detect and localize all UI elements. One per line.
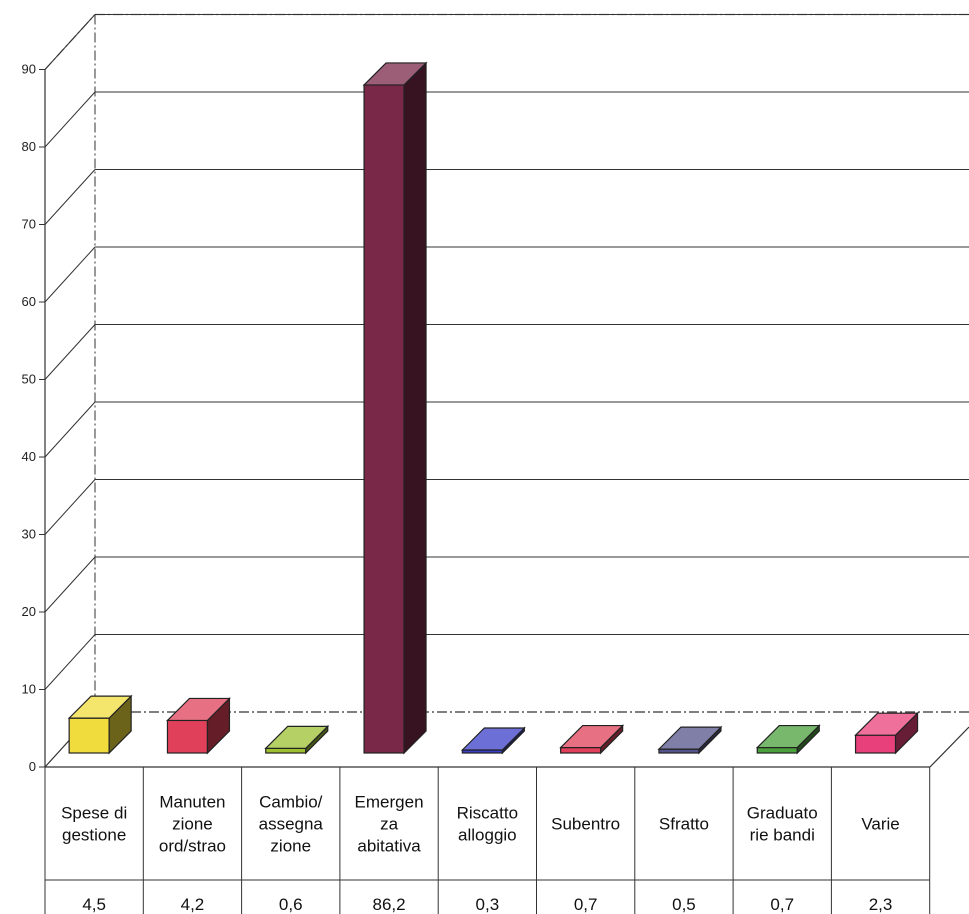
bar-top — [657, 726, 723, 750]
category-label: zione — [270, 837, 311, 856]
bar — [854, 711, 919, 755]
gridline-diagonal — [44, 401, 96, 458]
bar — [657, 725, 723, 755]
gridline-diagonal — [44, 634, 96, 690]
y-tick-label: 30 — [22, 527, 36, 542]
grid-lines — [44, 13, 969, 712]
y-tick-label: 0 — [29, 759, 36, 774]
y-tick-label: 60 — [22, 294, 36, 309]
floor-right-edge — [929, 726, 969, 768]
y-tick-label: 90 — [22, 62, 36, 77]
value-label: 0,7 — [770, 895, 794, 914]
value-label: 86,2 — [373, 895, 406, 914]
bar-top — [559, 724, 625, 749]
category-label: Sfratto — [659, 815, 709, 834]
bar-front — [265, 747, 307, 754]
bar-side — [403, 61, 427, 755]
value-label: 2,3 — [869, 895, 893, 914]
category-label: assegna — [259, 815, 324, 834]
bar-top — [755, 724, 821, 749]
data-table: Spese di gestione 4,5 Manuten zione ord/strao… — [44, 767, 931, 914]
category-label: rie bandi — [750, 826, 815, 845]
category-label: Cambio/ — [259, 793, 323, 812]
category-label: Manuten — [159, 793, 225, 812]
category-label: abitativa — [357, 837, 421, 856]
gridline-diagonal — [44, 324, 96, 380]
category-label: gestione — [62, 826, 126, 845]
value-label: 4,5 — [82, 895, 106, 914]
bar-front — [854, 734, 897, 754]
y-tick-label: 10 — [22, 682, 36, 697]
bar-top — [67, 695, 133, 719]
gridline-diagonal — [44, 246, 96, 303]
category-label: alloggio — [458, 826, 517, 845]
bar — [755, 724, 821, 755]
value-label: 0,6 — [279, 895, 303, 914]
bar-top — [854, 712, 919, 736]
y-tick-label: 50 — [22, 372, 36, 387]
category-label: Emergen — [355, 793, 424, 812]
value-label: 4,2 — [181, 895, 205, 914]
bar-front — [756, 746, 798, 754]
category-label: Riscatto — [457, 804, 518, 823]
bar-front — [166, 719, 209, 754]
y-axis: 0 10 20 30 40 50 60 70 80 90 — [22, 62, 969, 774]
bar — [460, 726, 526, 755]
y-tick-label: 80 — [22, 139, 36, 154]
category-label: za — [380, 815, 399, 834]
gridline-diagonal — [44, 479, 96, 535]
bar-top — [362, 62, 428, 86]
bar-top — [166, 697, 231, 722]
value-label: 0,5 — [672, 895, 696, 914]
bar — [67, 694, 133, 755]
category-label: Graduato — [747, 804, 818, 823]
bar-front — [68, 717, 110, 754]
y-tick-label: 20 — [22, 604, 36, 619]
bars — [67, 61, 919, 755]
gridline-diagonal — [44, 556, 96, 613]
bar-top — [264, 725, 330, 749]
bar — [362, 61, 428, 755]
value-label: 0,7 — [574, 895, 598, 914]
category-label: Spese di — [61, 804, 127, 823]
bar-top — [460, 727, 526, 751]
gridline-diagonal — [44, 14, 96, 70]
bar — [559, 724, 625, 755]
y-tick-label: 40 — [22, 449, 36, 464]
bar-front — [363, 84, 405, 754]
gridline-diagonal — [44, 91, 96, 148]
category-label: Varie — [861, 815, 899, 834]
value-label: 0,3 — [476, 895, 500, 914]
category-label: ord/strao — [159, 837, 226, 856]
y-tick-label: 70 — [22, 217, 36, 232]
bar — [166, 697, 231, 755]
category-label: Subentro — [551, 815, 620, 834]
bar — [264, 724, 330, 755]
gridline-diagonal — [44, 169, 96, 225]
bar-front — [560, 746, 602, 754]
category-label: zione — [172, 815, 213, 834]
